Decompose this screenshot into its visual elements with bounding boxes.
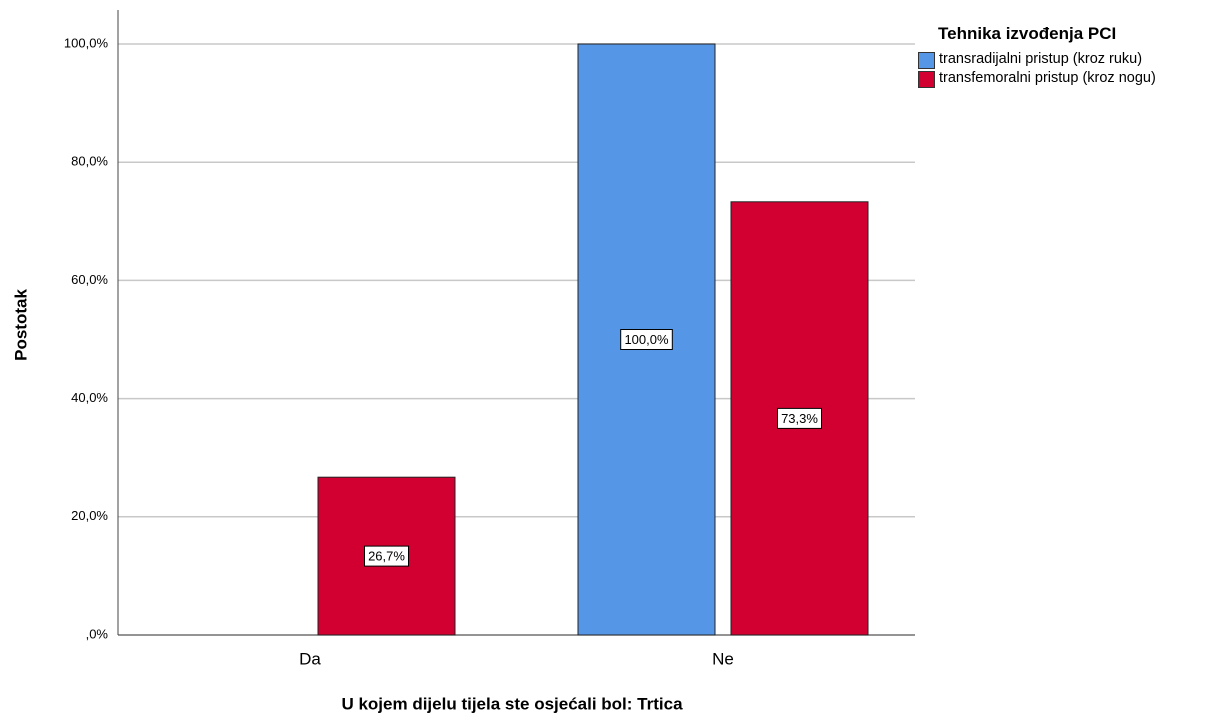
legend-swatch [918, 71, 935, 88]
y-axis-title: Postotak [11, 289, 30, 361]
legend-swatch [918, 52, 935, 69]
value-label-box [364, 545, 409, 567]
legend-label: transfemoralni pristup (kroz nogu) [939, 70, 1156, 86]
value-label: 26,7% [368, 549, 405, 564]
x-axis-title: U kojem dijelu tijela ste osjećali bol: … [341, 694, 683, 713]
y-tick-label: 100,0% [64, 35, 109, 50]
legend: Tehnika izvođenja PCI transradijalni pri… [918, 24, 1210, 90]
legend-title: Tehnika izvođenja PCI [938, 24, 1117, 43]
x-tick-label: Da [299, 649, 321, 668]
y-tick-label: 20,0% [71, 508, 108, 523]
value-label-box [777, 407, 822, 429]
y-tick-label: 40,0% [71, 390, 108, 405]
y-tick-label: 60,0% [71, 272, 108, 287]
legend-item: transradijalni pristup (kroz ruku) [918, 52, 1210, 69]
value-label: 73,3% [781, 411, 818, 426]
y-tick-label: 80,0% [71, 154, 108, 169]
legend-label: transradijalni pristup (kroz ruku) [939, 51, 1143, 67]
y-tick-label: ,0% [86, 626, 109, 641]
value-label: 100,0% [624, 332, 669, 347]
x-tick-label: Ne [712, 649, 734, 668]
value-label-box [620, 329, 673, 350]
legend-item: transfemoralni pristup (kroz nogu) [918, 71, 1210, 88]
